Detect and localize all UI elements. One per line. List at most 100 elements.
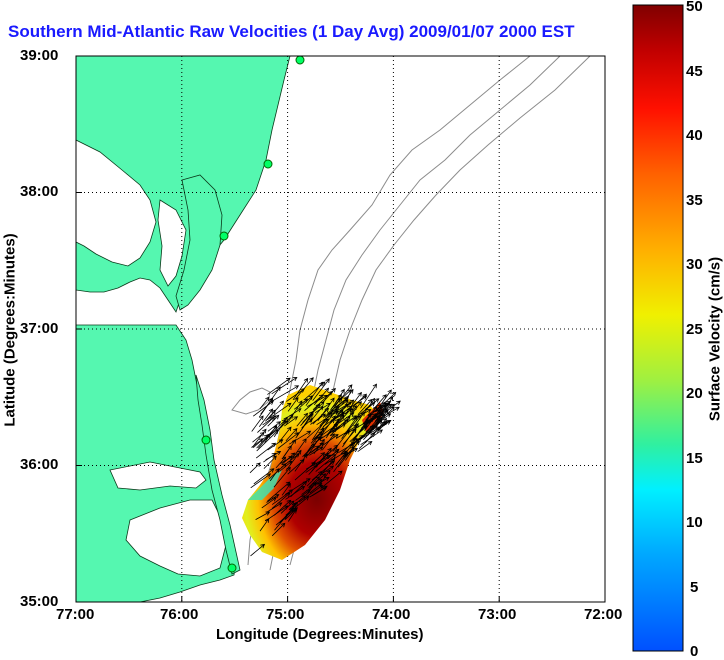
velocity-arrow	[311, 452, 326, 465]
velocity-arrow	[294, 377, 314, 400]
velocity-arrow	[281, 445, 292, 460]
velocity-arrow	[298, 484, 324, 503]
velocity-arrow	[259, 396, 270, 410]
velocity-arrow	[337, 412, 355, 425]
velocity-arrow	[324, 399, 349, 418]
velocity-arrow	[352, 401, 362, 414]
colorbar-label: Surface Velocity (cm/s)	[706, 256, 724, 422]
velocity-arrow	[252, 434, 269, 449]
colorbar-tick-label: 30	[686, 256, 703, 273]
velocity-arrow	[316, 423, 339, 440]
radar-station	[219, 231, 229, 241]
velocity-arrow	[378, 406, 400, 420]
y-axis-label: Latitude (Degrees:Minutes)	[1, 233, 19, 427]
pamlico-sound	[125, 499, 227, 577]
velocity-arrow	[334, 408, 355, 420]
velocity-arrow	[271, 376, 298, 395]
velocity-arrow	[250, 473, 272, 489]
velocity-arrow	[360, 383, 377, 409]
colorbar-tick-label: 5	[690, 579, 699, 596]
radar-station	[201, 435, 211, 445]
x-axis-label: Longitude (Degrees:Minutes)	[216, 626, 424, 643]
radar-station	[263, 159, 273, 169]
velocity-arrow	[309, 446, 324, 456]
velocity-arrow	[344, 395, 368, 412]
x-tick-label: 77:00	[56, 606, 95, 623]
velocity-arrow	[285, 408, 302, 420]
eastern-shore	[175, 174, 223, 311]
colorbar-tick-label: 15	[686, 450, 703, 467]
velocity-arrow	[304, 394, 324, 412]
velocity-arrow	[308, 476, 320, 488]
velocity-arrow	[309, 473, 327, 489]
velocity-arrow	[342, 423, 359, 448]
velocity-arrow	[277, 432, 300, 449]
colorbar	[632, 4, 684, 652]
velocity-arrow	[349, 426, 367, 442]
velocity-arrow	[334, 388, 345, 404]
velocity-arrow	[271, 489, 294, 505]
map-title: Southern Mid-Atlantic Raw Velocities (1 …	[8, 22, 575, 41]
y-tick-label: 36:00	[20, 456, 59, 473]
velocity-arrow	[249, 462, 261, 474]
colorbar-tick-label: 0	[690, 643, 699, 660]
colorbar-tick-label: 45	[686, 63, 703, 80]
velocity-arrow	[314, 402, 331, 414]
velocity-arrow	[287, 459, 305, 475]
velocity-arrow	[357, 413, 372, 435]
y-tick-label: 37:00	[20, 320, 59, 337]
velocity-arrow	[357, 441, 373, 452]
velocity-arrow	[267, 377, 291, 395]
x-tick-label: 75:00	[266, 606, 305, 623]
velocity-arrow	[360, 429, 383, 446]
velocity-arrow	[356, 409, 372, 419]
velocity-arrow	[341, 416, 358, 439]
y-tick-label: 35:00	[20, 593, 59, 610]
velocity-arrow	[266, 502, 283, 513]
velocity-arrow	[367, 401, 392, 416]
velocity-arrow	[292, 438, 307, 459]
velocity-arrow	[315, 453, 337, 472]
velocity-field-teal	[248, 470, 282, 500]
y-tick-label: 38:00	[20, 183, 59, 200]
velocity-arrow	[321, 434, 339, 447]
axis-ticks	[76, 192, 500, 602]
colorbar-tick-label: 25	[686, 321, 703, 338]
velocity-arrow	[345, 437, 361, 461]
velocity-arrow	[327, 448, 340, 460]
colorbar-tick-label: 20	[686, 385, 703, 402]
radar-station	[227, 563, 237, 573]
velocity-arrow	[295, 489, 311, 501]
velocity-arrow	[354, 426, 382, 443]
velocity-arrow	[375, 406, 395, 425]
chesapeake-bay	[76, 139, 187, 287]
velocity-arrow	[285, 427, 298, 442]
velocity-arrow	[274, 499, 292, 516]
colorbar-tick-label: 50	[686, 0, 703, 15]
colorbar-tick-label: 10	[686, 514, 703, 531]
x-tick-label: 73:00	[478, 606, 517, 623]
y-tick-label: 39:00	[20, 47, 59, 64]
velocity-arrow	[364, 397, 376, 413]
colorbar-tick-label: 35	[686, 192, 703, 209]
velocity-arrow	[320, 470, 343, 489]
velocity-arrow	[337, 445, 355, 468]
x-tick-label: 72:00	[584, 606, 623, 623]
velocity-arrow	[340, 437, 358, 455]
velocity-arrow	[302, 436, 322, 458]
x-tick-label: 74:00	[372, 606, 411, 623]
velocity-arrow	[288, 400, 303, 422]
velocity-arrow	[267, 421, 282, 432]
velocity-arrow	[319, 457, 336, 477]
velocity-arrow	[258, 397, 274, 418]
x-tick-label: 76:00	[160, 606, 199, 623]
velocity-arrow	[328, 418, 340, 433]
velocity-arrow	[309, 482, 323, 494]
velocity-vectors	[249, 376, 401, 557]
velocity-arrow	[312, 390, 333, 411]
velocity-arrow	[321, 387, 336, 404]
velocity-arrow	[266, 402, 292, 421]
velocity-arrow	[267, 439, 284, 451]
velocity-arrow	[311, 447, 332, 472]
